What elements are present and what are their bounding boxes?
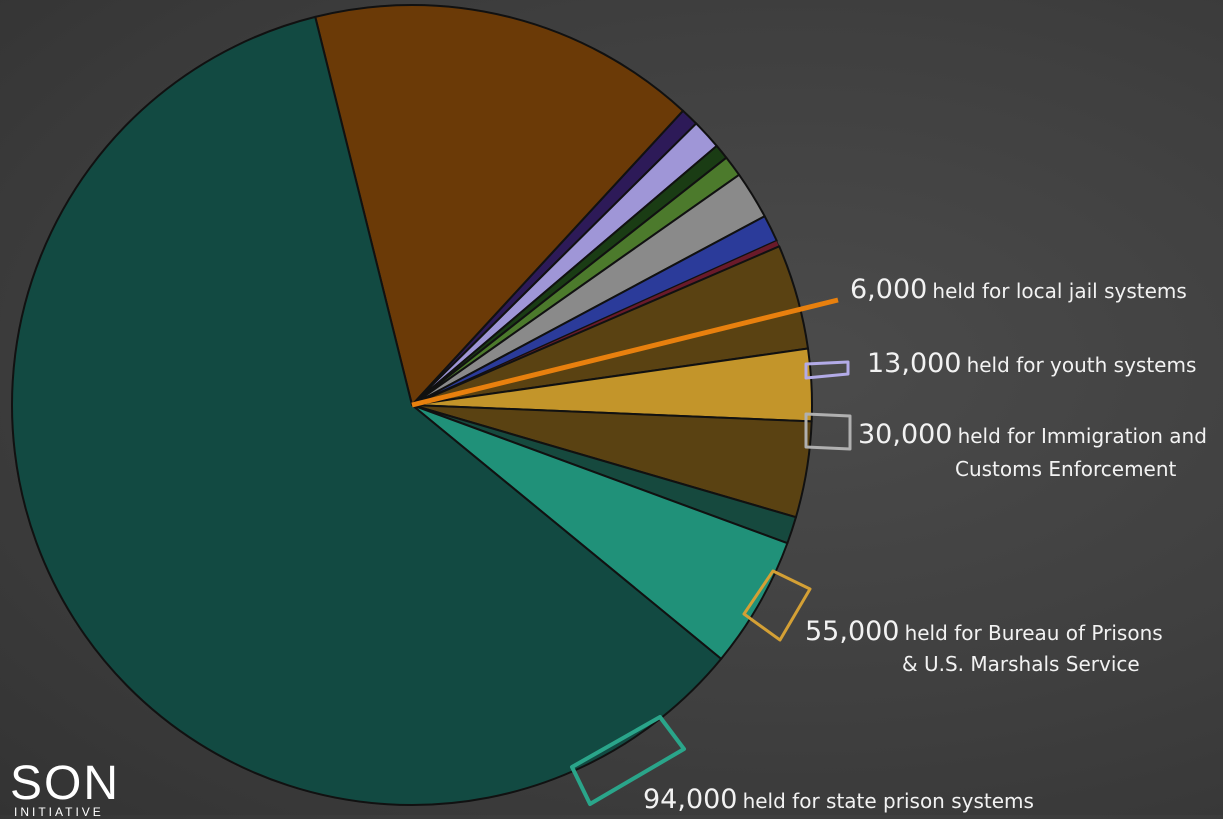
callout-text: held for state prison systems [742,789,1034,813]
callout-value: 94,000 [643,784,738,815]
pie-slice-12 [411,404,789,660]
callout-box-ice [804,412,852,451]
callout-box-youth [804,360,850,380]
callout-ice-line2: Customs Enforcement [955,457,1177,481]
pie-slice-0 [314,4,685,406]
callout-bop-usms-line2: & U.S. Marshals Service [902,652,1140,676]
callout-text: held for Immigration and [957,424,1207,448]
callout-ice: 30,000 held for Immigration and [858,421,1207,448]
callout-youth: 13,000 held for youth systems [867,350,1196,377]
callout-box-bop-usms [742,569,812,642]
callout-value: 30,000 [858,419,953,450]
callout-value: 13,000 [867,348,962,379]
callout-bop-usms: 55,000 held for Bureau of Prisons [805,618,1163,645]
pie-slice-13 [11,15,723,806]
callout-value: 55,000 [805,616,900,647]
logo-wordmark: SON [10,757,121,810]
callout-text: held for Bureau of Prisons [904,621,1163,645]
callout-local-jail: 6,000 held for local jail systems [850,276,1187,303]
callout-text: held for youth systems [966,353,1197,377]
callout-text: held for local jail systems [932,279,1187,303]
callout-state-prison: 94,000 held for state prison systems [643,786,1034,813]
callout-leader-local-jail [411,297,839,408]
logo-subtext: INITIATIVE [14,805,104,819]
callout-box-state-prison [570,715,686,806]
callout-value: 6,000 [850,274,928,305]
